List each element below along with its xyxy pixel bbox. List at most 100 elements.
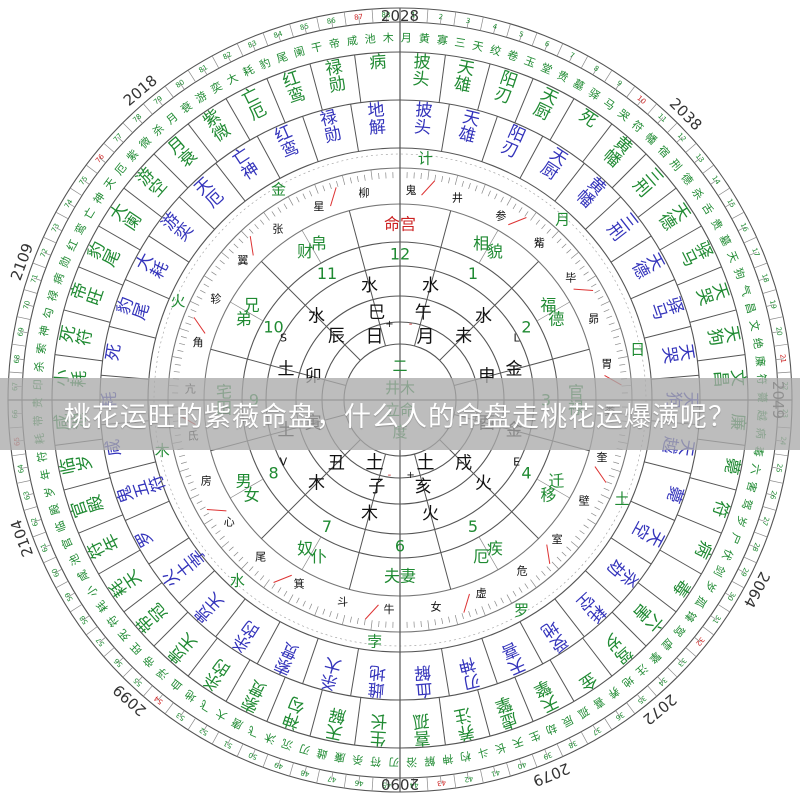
element-char: 水 [422, 276, 439, 296]
palace-sector-line [261, 261, 361, 361]
xiu-tick [621, 413, 632, 415]
degree-tick [615, 710, 621, 718]
outer-small-char: 木 [383, 32, 394, 45]
mid-sector-line [585, 570, 622, 604]
outer-small-char: 害 [744, 480, 760, 494]
xiu-tick [211, 271, 217, 276]
outer-sector-line [697, 438, 746, 446]
outer-small-char: 大 [213, 706, 229, 724]
year-label: 2028 [381, 7, 419, 25]
outer-small-char: 咸 [75, 568, 92, 584]
outer-small-char: 贵 [708, 217, 725, 233]
red-marker [178, 414, 196, 426]
outer-small-char: 岁 [733, 514, 750, 529]
outer-small-char: 官 [58, 535, 75, 551]
degree-tick [466, 771, 469, 780]
outer-small-char: 天 [101, 175, 118, 192]
palace-tick-line [478, 230, 499, 264]
palace-number: 5 [468, 517, 478, 536]
center-line: 立命 [385, 401, 415, 419]
palace-number: 11 [317, 264, 337, 283]
degree-tick [117, 657, 124, 664]
branch-char: 卯 [305, 367, 322, 387]
outer-ring-char: 池 [69, 412, 90, 430]
outer-small-char: 辰 [560, 713, 576, 730]
xiu-tick [606, 481, 613, 485]
outer-ring-char: 生 [369, 727, 387, 748]
branch-char: 未 [455, 326, 472, 346]
outer-sector-line [549, 98, 575, 141]
tick-number: 86 [326, 16, 337, 26]
outer-sector-line [78, 266, 124, 286]
tick-number: 16 [739, 222, 750, 234]
degree-tick [568, 737, 574, 746]
degree-tick [16, 358, 25, 360]
xiu-tick [271, 583, 276, 589]
xiu-tick [546, 566, 552, 572]
degree-tick [592, 67, 598, 76]
tick-number: 39 [542, 750, 553, 761]
outer-small-char: 池 [67, 552, 84, 568]
palace-char: 男 [236, 472, 252, 491]
outer-ring-char: 天 [324, 720, 345, 743]
xiu-tick [561, 243, 567, 249]
outer-small-char: 亡 [80, 205, 98, 222]
degree-tick [331, 20, 334, 29]
outer-sector-line [63, 309, 111, 323]
xiu-tick [434, 619, 437, 626]
degree-tick [544, 749, 549, 757]
mid-sector-line [651, 420, 700, 426]
tick-number: 76 [94, 152, 106, 164]
tick-number: 32 [694, 635, 706, 647]
branch-char: 巳 [368, 303, 385, 323]
outer-sector-line [309, 689, 323, 737]
inner-ring-char: 头 [413, 117, 432, 138]
xiu-tick [608, 322, 615, 326]
xiu-tick [302, 193, 306, 200]
degree-tick [70, 604, 83, 613]
red-marker [249, 236, 254, 256]
xiu-tick [461, 180, 464, 187]
degree-tick [103, 143, 115, 153]
xiu-char: 奎 [597, 450, 608, 464]
outer-ring-char: 死 [575, 106, 600, 132]
degree-tick [43, 556, 57, 564]
outer-ring-char: 喜 [413, 727, 431, 748]
outer-ring-char: 养 [456, 720, 477, 743]
xiu-tick [474, 185, 478, 192]
outer-small-char: 擎 [646, 649, 664, 667]
branch-char: 戌 [455, 454, 472, 474]
xiu-tick [287, 196, 294, 206]
xiu-tick [356, 175, 359, 182]
red-marker [508, 217, 527, 226]
palace-sector-line [439, 439, 539, 539]
outer-small-char: 刃 [298, 741, 312, 756]
degree-tick [343, 11, 347, 26]
xiu-char: 斗 [337, 596, 348, 609]
degree-tick [647, 685, 657, 697]
degree-tick [25, 304, 34, 307]
outer-small-char: 寡 [436, 32, 449, 47]
palace-number: 4 [521, 464, 531, 483]
outer-sector-line [659, 225, 702, 251]
xiu-tick [600, 300, 611, 306]
outer-small-char: 大 [224, 70, 240, 88]
degree-tick [519, 33, 523, 42]
xiu-tick [196, 500, 203, 504]
outer-small-char: 黄 [418, 31, 430, 46]
outer-sector-line [689, 477, 737, 491]
xiu-tick [259, 575, 265, 581]
xiu-tick [481, 606, 486, 616]
degree-tick [67, 202, 76, 208]
degree-tick [117, 136, 124, 143]
degree-tick [592, 724, 598, 733]
luminary-char: 土 [416, 453, 434, 474]
branch-char: 酉 [478, 413, 495, 433]
tick-number: 58 [78, 614, 90, 626]
outer-sector-line [153, 153, 189, 189]
palace-tick-line [301, 536, 322, 570]
degree-tick [766, 304, 775, 307]
xiu-tick [179, 468, 189, 473]
tick-number: 21 [778, 354, 787, 364]
tick-number: 44 [409, 781, 419, 789]
